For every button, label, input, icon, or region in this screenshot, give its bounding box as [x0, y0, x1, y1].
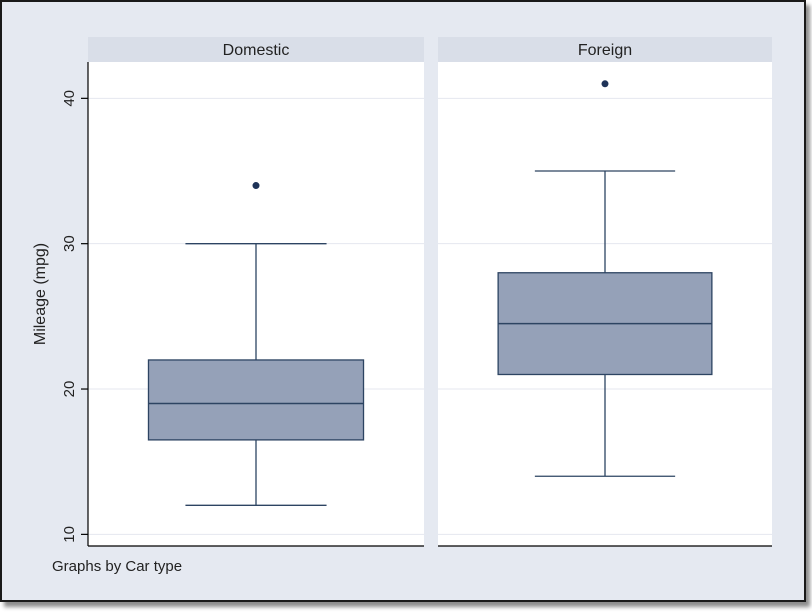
panel-strip	[438, 37, 772, 62]
box-plot	[147, 182, 365, 506]
y-axis-ticks: 10 20 30 40	[61, 90, 88, 543]
outlier-point	[252, 182, 260, 190]
outlier-point	[601, 80, 609, 88]
panel-strip	[88, 37, 424, 62]
y-tick-label: 40	[61, 90, 78, 107]
panel-domestic: Domestic	[88, 37, 424, 546]
y-tick-label: 20	[61, 381, 78, 398]
y-tick-label: 30	[61, 235, 78, 252]
chart-frame: Domestic Foreign 10 20 30 40 Mileage (mpg) …	[0, 0, 806, 602]
panel-strip-label: Foreign	[578, 42, 632, 59]
y-axis-title: Mileage (mpg)	[32, 243, 49, 345]
panel-foreign: Foreign	[438, 37, 772, 546]
panel-strip-label: Domestic	[223, 42, 290, 59]
iqr-box	[147, 359, 365, 441]
y-tick-label: 10	[61, 526, 78, 543]
box-plot	[497, 80, 713, 477]
chart-note: Graphs by Car type	[52, 558, 182, 575]
